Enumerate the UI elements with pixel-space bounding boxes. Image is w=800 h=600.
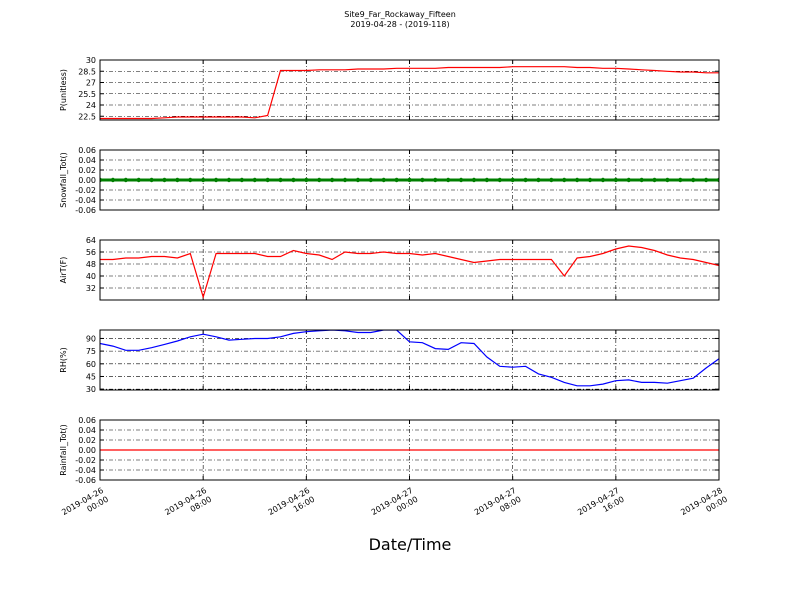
data-point — [226, 177, 232, 183]
y-tick-label: 0.02 — [78, 166, 96, 175]
y-tick-label: 48 — [86, 260, 96, 269]
y-tick-label: -0.04 — [75, 196, 96, 205]
y-tick-label: 0.06 — [78, 416, 96, 425]
data-point — [239, 177, 245, 183]
y-tick-label: 0.02 — [78, 436, 96, 445]
data-point — [291, 177, 296, 183]
data-point — [342, 177, 348, 183]
y-tick-label: 60 — [86, 360, 96, 369]
data-point — [678, 177, 683, 183]
y-tick-label: 30 — [86, 56, 96, 65]
data-point — [574, 177, 580, 183]
y-tick-label: -0.02 — [75, 186, 96, 195]
data-point — [549, 177, 554, 183]
plot-frame — [99, 239, 720, 301]
data-point — [149, 177, 154, 183]
data-point — [652, 177, 657, 183]
data-point — [471, 177, 477, 183]
data-point — [703, 177, 709, 183]
y-tick-label: 30 — [86, 385, 96, 394]
y-tick-label: 75 — [86, 347, 96, 356]
plot-frame — [99, 59, 720, 121]
y-tick-label: 24 — [86, 101, 96, 110]
data-point — [433, 177, 438, 183]
data-point — [317, 177, 322, 183]
data-point — [536, 177, 541, 183]
data-point — [600, 177, 606, 183]
y-axis-label: AirT(F) — [59, 257, 68, 284]
y-tick-label: 0.04 — [78, 156, 96, 165]
y-tick-label: 56 — [86, 248, 96, 257]
y-tick-label: 0.06 — [78, 146, 96, 155]
data-point — [484, 177, 490, 183]
y-tick-label: -0.04 — [75, 466, 96, 475]
data-point — [162, 177, 167, 183]
y-tick-label: 40 — [86, 272, 96, 281]
data-point — [265, 177, 270, 183]
y-tick-label: 0.00 — [78, 176, 96, 185]
data-point — [626, 177, 631, 183]
y-tick-label: 27 — [86, 79, 96, 88]
y-tick-label: 64 — [86, 236, 96, 245]
data-point — [716, 177, 719, 183]
data-line — [100, 245, 719, 300]
data-point — [304, 177, 309, 183]
data-point — [329, 177, 335, 183]
data-point — [175, 177, 180, 183]
data-point — [691, 177, 696, 183]
data-line — [100, 66, 719, 120]
data-point — [445, 177, 451, 183]
y-tick-label: 45 — [86, 372, 96, 381]
data-point — [510, 177, 515, 183]
y-tick-label: 32 — [86, 284, 96, 293]
data-point — [368, 177, 374, 183]
data-point — [497, 177, 502, 183]
data-point — [587, 177, 593, 183]
y-axis-label: Rainfall_Tot() — [59, 424, 68, 476]
y-axis-label: P(unitless) — [59, 69, 68, 111]
plot-frame — [99, 419, 720, 481]
data-point — [100, 177, 103, 183]
plot-frame — [99, 149, 720, 211]
y-tick-label: -0.02 — [75, 456, 96, 465]
y-tick-label: -0.06 — [75, 476, 96, 485]
plot-frame — [99, 329, 720, 391]
data-point — [123, 177, 128, 183]
data-point — [394, 177, 399, 183]
y-tick-label: 25.5 — [78, 90, 96, 99]
y-axis-label: RH(%) — [59, 347, 68, 372]
y-axis-label: Snowfall_Tot() — [59, 152, 68, 208]
data-point — [562, 177, 567, 183]
data-point — [420, 177, 425, 183]
data-point — [639, 177, 644, 183]
data-point — [136, 177, 141, 183]
y-tick-label: 22.5 — [78, 112, 96, 121]
data-line — [100, 330, 719, 387]
chart-subtitle: 2019-04-28 - (2019-118) — [350, 20, 449, 29]
data-point — [213, 177, 219, 183]
data-point — [381, 177, 386, 183]
chart-title: Site9_Far_Rockaway_Fifteen — [344, 10, 456, 19]
data-point — [252, 177, 257, 183]
data-point — [355, 177, 361, 183]
data-point — [200, 177, 206, 183]
data-point — [665, 177, 670, 183]
x-axis-label: Date/Time — [369, 535, 452, 554]
data-point — [523, 177, 528, 183]
data-point — [278, 177, 283, 183]
y-tick-label: 90 — [86, 334, 96, 343]
data-point — [613, 177, 619, 183]
y-tick-label: 0.04 — [78, 426, 96, 435]
data-point — [407, 177, 412, 183]
y-tick-label: 0.00 — [78, 446, 96, 455]
data-point — [110, 177, 116, 183]
y-tick-label: -0.06 — [75, 206, 96, 215]
data-point — [458, 177, 464, 183]
data-point — [188, 177, 193, 183]
y-tick-label: 28.5 — [78, 67, 96, 76]
